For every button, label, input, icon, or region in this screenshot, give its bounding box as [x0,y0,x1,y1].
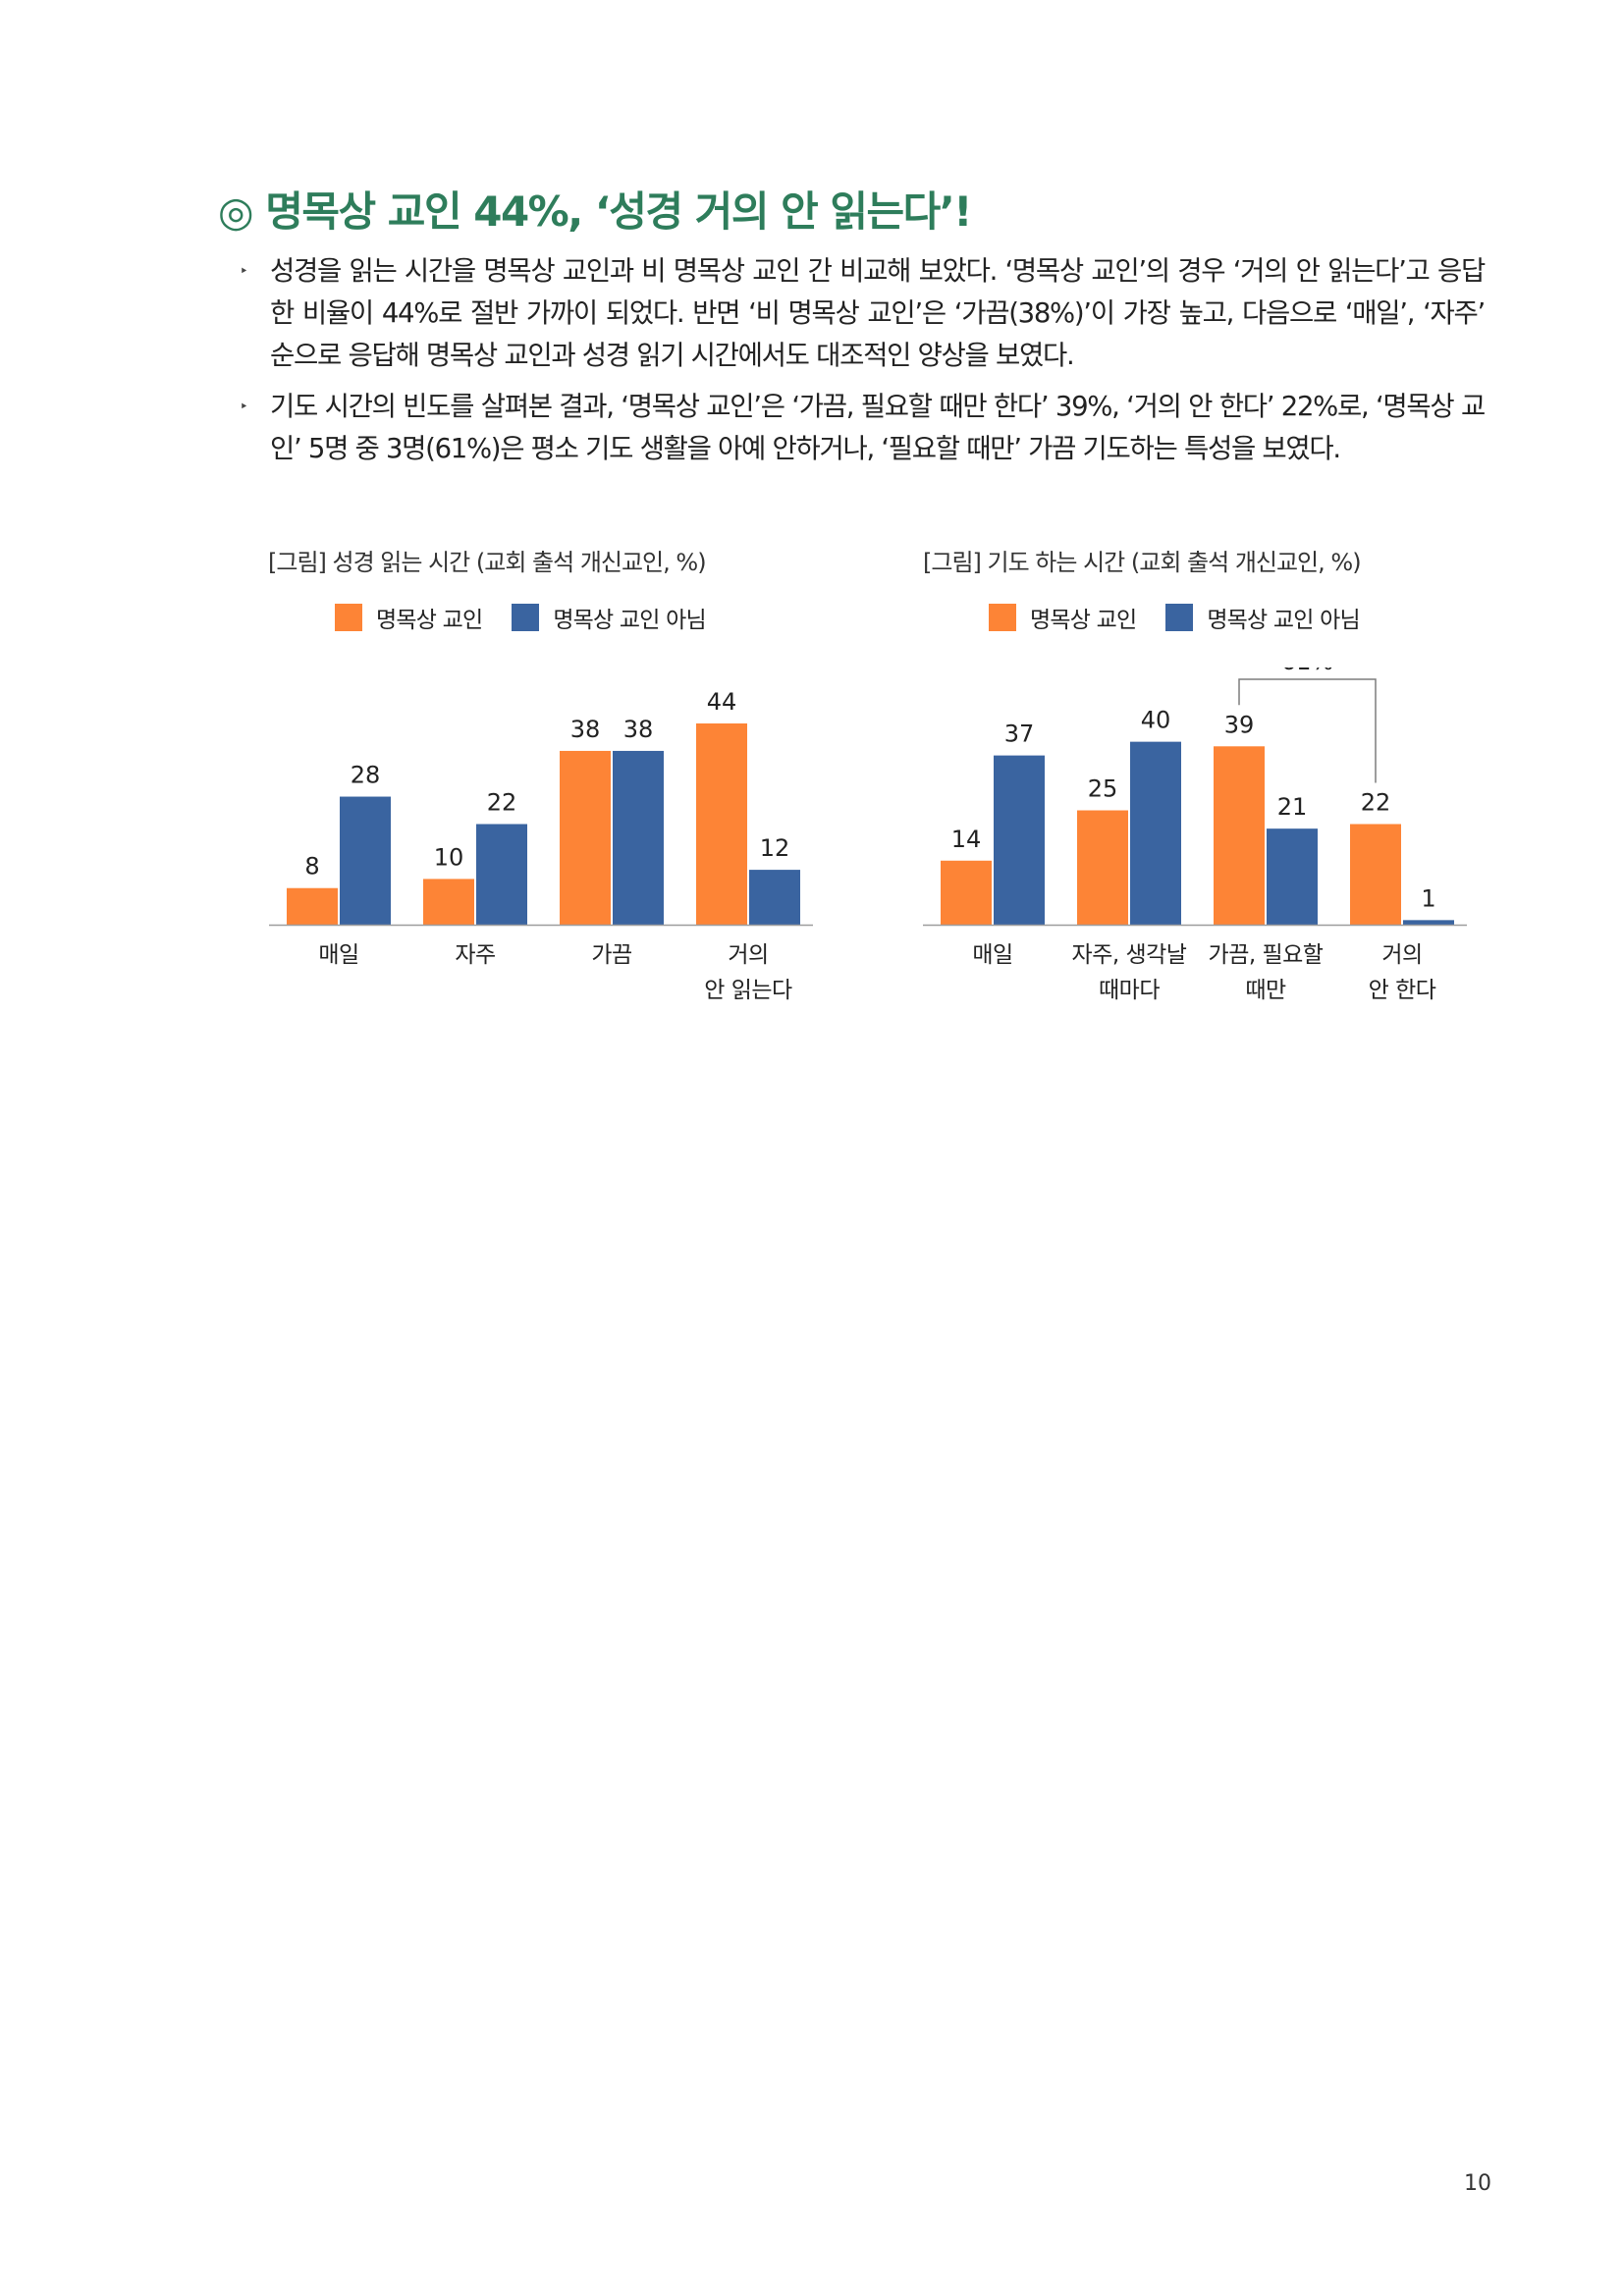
data-label: 40 [1141,707,1171,734]
bullet-marker-icon: ‣ [240,262,248,280]
legend-label: 명목상 교인 [1030,608,1137,633]
data-label: 21 [1277,793,1308,821]
category-label: 안 한다 [1369,978,1436,1003]
category-label: 가끔, 필요할 [1209,942,1324,968]
bar-nominal [1214,746,1265,925]
data-label: 38 [570,716,601,743]
chart-legend-prayer-time: 명목상 교인 명목상 교인 아님 [989,601,1389,634]
chart-legend-bible-reading: 명목상 교인 명목상 교인 아님 [335,601,735,634]
category-label: 거의 [1381,942,1422,968]
bullet-text: 기도 시간의 빈도를 살펴본 결과, ‘명목상 교인’은 ‘가끔, 필요할 때만… [270,391,1486,464]
data-label: 12 [760,834,790,862]
bar-nominal [560,750,611,925]
data-label: 10 [434,843,464,871]
bar-nominal [941,860,992,925]
legend-item: 명목상 교인 아님 [1165,601,1361,634]
legend-swatch-blue [1165,604,1194,631]
data-label: 8 [304,853,319,881]
legend-swatch-orange [989,604,1016,631]
section-heading: ◎ 명목상 교인 44%, ‘성경 거의 안 읽는다’! [218,187,972,236]
bar-non-nominal [994,755,1045,925]
bar-non-nominal [1403,920,1454,925]
annotation-bracket [1238,678,1377,783]
legend-swatch-orange [335,604,362,631]
data-label: 37 [1004,721,1035,748]
data-label: 22 [487,789,517,817]
bar-non-nominal [613,750,664,925]
bullet-list: ‣ 성경을 읽는 시간을 명목상 교인과 비 명목상 교인 간 비교해 보았다.… [240,250,1486,479]
bar-non-nominal [1267,828,1318,925]
legend-label: 명목상 교인 [376,608,483,633]
bullet-marker-icon: ‣ [240,398,248,415]
bullet-item: ‣ 기도 시간의 빈도를 살펴본 결과, ‘명목상 교인’은 ‘가끔, 필요할 … [240,386,1486,470]
bullet-text: 성경을 읽는 시간을 명목상 교인과 비 명목상 교인 간 비교해 보았다. ‘… [270,255,1486,371]
data-label: 22 [1361,789,1391,817]
chart-title-prayer-time: [그림] 기도 하는 시간 (교회 출석 개신교인, %) [923,549,1362,576]
data-label: 14 [951,826,982,853]
annotation-label: 61% [1281,667,1333,675]
bar-non-nominal [749,870,800,925]
legend-item: 명목상 교인 [335,601,483,634]
legend-label: 명목상 교인 아님 [1207,608,1360,633]
category-label: 자주 [455,942,495,968]
data-label: 44 [707,688,737,716]
category-label: 매일 [972,942,1012,968]
category-label: 매일 [318,942,358,968]
data-label: 39 [1224,711,1255,738]
category-label: 때만 [1245,978,1286,1003]
legend-swatch-blue [512,604,540,631]
bar-non-nominal [340,796,391,925]
bar-nominal [423,879,474,925]
legend-label: 명목상 교인 아님 [553,608,706,633]
data-label: 1 [1421,884,1435,912]
bar-chart-bible-reading: 8 28 매일 10 22 자주 38 38 가끔 44 12 거의안 읽는다 [269,688,813,1003]
bar-nominal [287,887,338,925]
bar-non-nominal [1130,741,1181,925]
category-label: 때마다 [1099,978,1160,1003]
data-label: 28 [351,762,381,789]
category-label: 가끔 [591,942,631,968]
legend-item: 명목상 교인 [989,601,1137,634]
bullet-item: ‣ 성경을 읽는 시간을 명목상 교인과 비 명목상 교인 간 비교해 보았다.… [240,250,1486,377]
data-label: 25 [1088,775,1118,803]
bar-nominal [1077,810,1128,925]
data-label: 38 [623,716,654,743]
category-label: 안 읽는다 [704,978,792,1003]
chart-title-bible-reading: [그림] 성경 읽는 시간 (교회 출석 개신교인, %) [268,549,707,576]
bar-nominal [696,723,747,925]
legend-item: 명목상 교인 아님 [512,601,707,634]
page-number: 10 [1464,2171,1491,2196]
category-label: 거의 [728,942,768,968]
bar-non-nominal [476,824,527,925]
category-label: 자주, 생각날 [1072,942,1187,968]
bar-nominal [1350,824,1401,925]
